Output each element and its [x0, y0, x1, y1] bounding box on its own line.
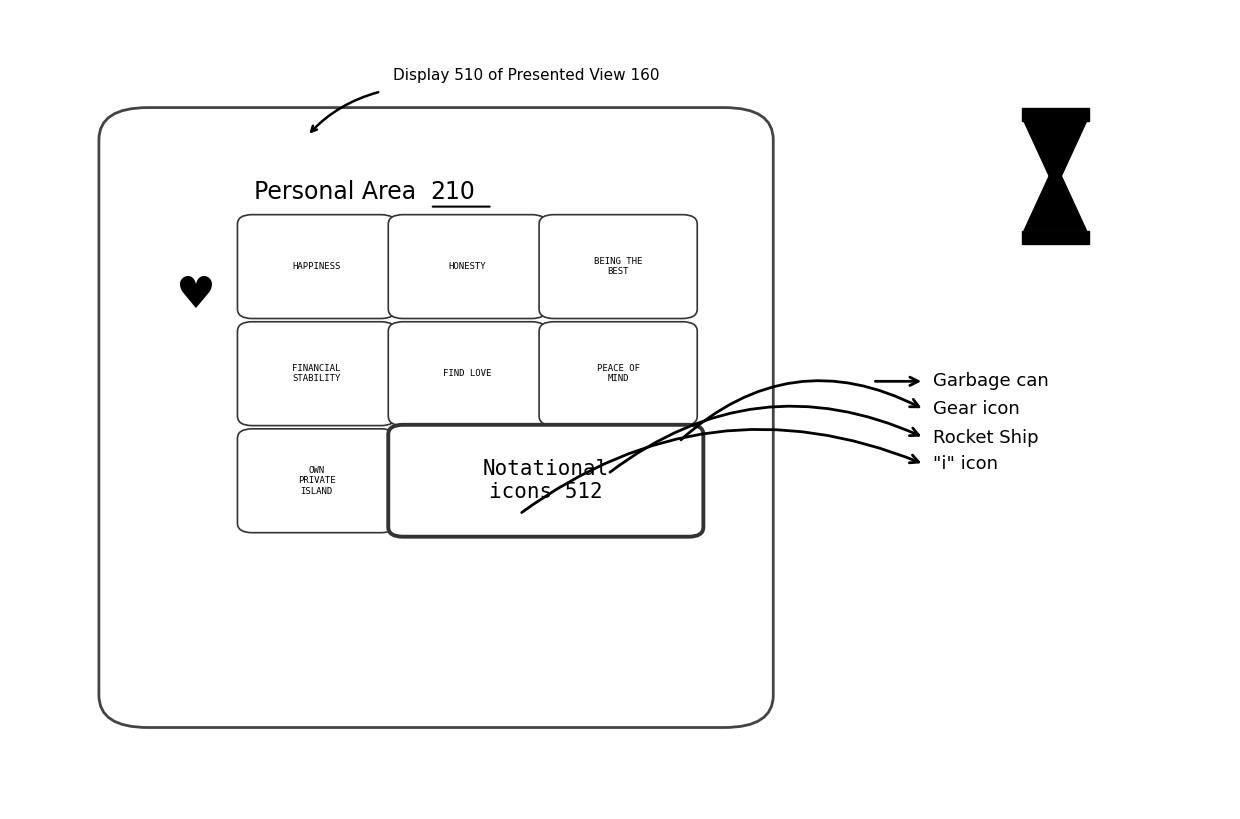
Text: "i" icon: "i" icon: [932, 455, 998, 473]
Text: FINANCIAL
STABILITY: FINANCIAL STABILITY: [293, 364, 341, 383]
Text: Personal Area: Personal Area: [254, 180, 424, 204]
FancyBboxPatch shape: [539, 322, 697, 426]
FancyBboxPatch shape: [237, 215, 396, 319]
Text: 210: 210: [430, 180, 475, 204]
Polygon shape: [1024, 176, 1086, 231]
FancyBboxPatch shape: [388, 425, 703, 536]
Polygon shape: [1022, 107, 1089, 121]
FancyBboxPatch shape: [237, 429, 396, 532]
FancyBboxPatch shape: [539, 215, 697, 319]
Polygon shape: [1024, 121, 1086, 176]
Text: BEING THE
BEST: BEING THE BEST: [594, 257, 642, 276]
Text: Display 510 of Presented View 160: Display 510 of Presented View 160: [393, 69, 660, 84]
Polygon shape: [1022, 231, 1089, 244]
Text: Garbage can: Garbage can: [932, 373, 1048, 391]
FancyBboxPatch shape: [388, 215, 547, 319]
FancyBboxPatch shape: [237, 322, 396, 426]
FancyBboxPatch shape: [99, 107, 774, 727]
Text: Gear icon: Gear icon: [932, 400, 1019, 419]
Text: ♥: ♥: [175, 274, 215, 317]
Text: HONESTY: HONESTY: [449, 262, 486, 271]
Text: FIND LOVE: FIND LOVE: [443, 369, 491, 378]
Text: Notational
icons 512: Notational icons 512: [482, 459, 609, 502]
Text: Rocket Ship: Rocket Ship: [932, 428, 1038, 446]
Text: PEACE OF
MIND: PEACE OF MIND: [596, 364, 640, 383]
Text: OWN
PRIVATE
ISLAND: OWN PRIVATE ISLAND: [298, 466, 335, 495]
Text: HAPPINESS: HAPPINESS: [293, 262, 341, 271]
FancyBboxPatch shape: [388, 322, 547, 426]
